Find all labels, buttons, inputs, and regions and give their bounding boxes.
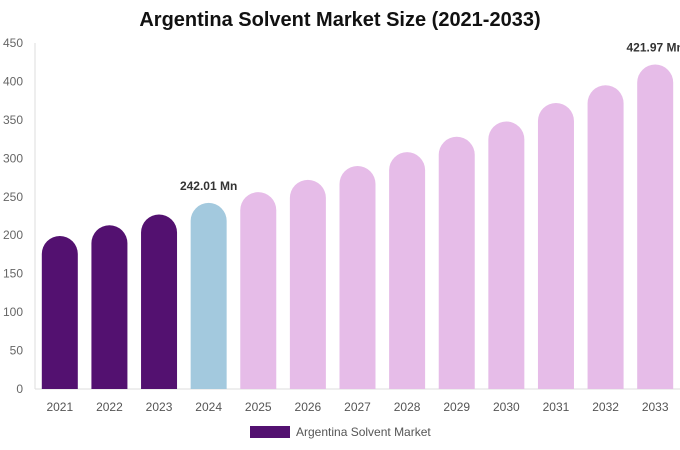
legend-label: Argentina Solvent Market (296, 425, 431, 439)
x-tick-label: 2031 (543, 400, 570, 414)
bar-2022[interactable] (91, 225, 128, 389)
bar-2032[interactable] (587, 85, 624, 390)
bar-2029[interactable] (438, 136, 475, 389)
x-tick-label: 2028 (394, 400, 421, 414)
x-tick-label: 2024 (195, 400, 222, 414)
x-tick-label: 2033 (642, 400, 669, 414)
y-tick-label: 150 (3, 267, 23, 281)
y-tick-label: 300 (3, 151, 23, 165)
y-tick-label: 350 (3, 113, 23, 127)
x-tick-label: 2027 (344, 400, 371, 414)
x-tick-label: 2023 (146, 400, 173, 414)
bar-2025[interactable] (240, 192, 277, 389)
x-tick-label: 2022 (96, 400, 123, 414)
bar-2024[interactable] (190, 202, 227, 389)
data-label: 421.97 Mn (627, 41, 680, 55)
bar-2033[interactable] (637, 64, 674, 390)
y-tick-label: 200 (3, 228, 23, 242)
chart-title: Argentina Solvent Market Size (2021-2033… (139, 9, 541, 31)
bar-2027[interactable] (339, 166, 376, 389)
y-tick-label: 250 (3, 190, 23, 204)
data-label: 242.01 Mn (180, 179, 237, 193)
bar-2028[interactable] (389, 152, 426, 389)
y-tick-label: 450 (3, 36, 23, 50)
bar-2023[interactable] (141, 214, 178, 389)
x-tick-label: 2021 (46, 400, 73, 414)
y-tick-label: 100 (3, 305, 23, 319)
y-tick-label: 400 (3, 74, 23, 88)
legend[interactable]: Argentina Solvent Market (250, 425, 431, 439)
x-tick-label: 2026 (295, 400, 322, 414)
bar-2021[interactable] (41, 235, 78, 389)
x-tick-label: 2025 (245, 400, 272, 414)
bar-2030[interactable] (488, 121, 525, 389)
y-tick-label: 0 (16, 382, 23, 396)
y-tick-label: 50 (10, 344, 24, 358)
x-tick-label: 2032 (592, 400, 619, 414)
bar-2026[interactable] (289, 179, 326, 389)
legend-swatch (250, 426, 290, 438)
bar-2031[interactable] (537, 102, 574, 390)
x-tick-label: 2030 (493, 400, 520, 414)
x-tick-label: 2029 (443, 400, 470, 414)
